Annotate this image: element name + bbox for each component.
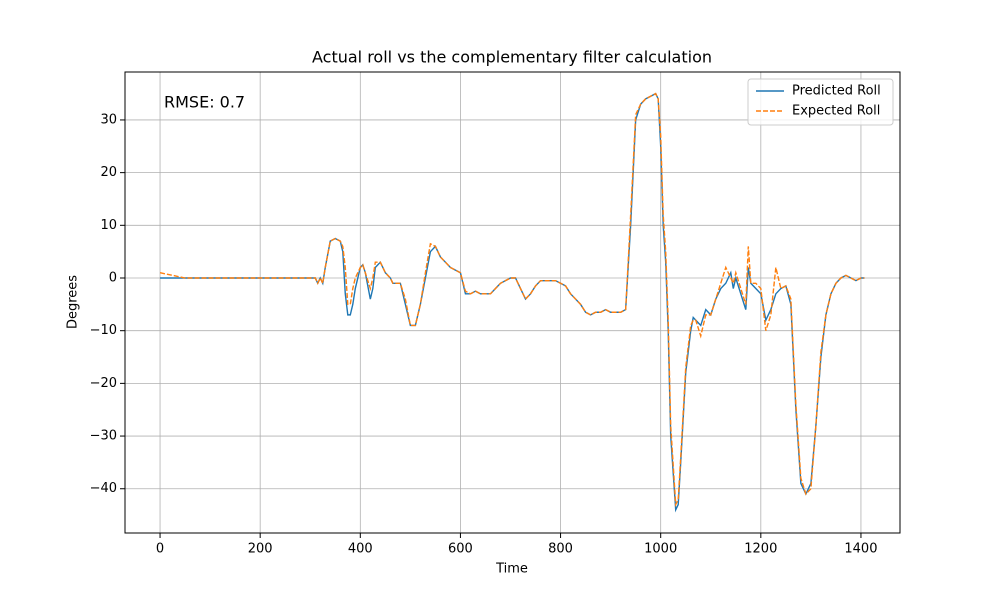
x-tick-label: 800 — [548, 542, 573, 557]
plot-frame — [124, 71, 901, 534]
y-tick-label: 10 — [100, 218, 117, 233]
y-tick-label: −30 — [90, 429, 117, 444]
x-tick-label: 400 — [348, 542, 373, 557]
y-tick-label: −10 — [90, 323, 117, 338]
x-tick-label: 1200 — [744, 542, 777, 557]
legend-label: Predicted Roll — [792, 84, 881, 99]
x-tick-label: 0 — [156, 542, 164, 557]
y-tick-label: −20 — [90, 376, 117, 391]
x-tick-label: 600 — [448, 542, 473, 557]
x-axis-label: Time — [495, 562, 528, 577]
y-axis-label: Degrees — [66, 275, 81, 329]
annotation: RMSE: 0.7 — [164, 93, 245, 112]
chart-title: Actual roll vs the complementary filter … — [312, 48, 712, 67]
legend-label: Expected Roll — [792, 104, 880, 119]
x-tick-label: 1400 — [844, 542, 877, 557]
y-tick-label: 20 — [100, 165, 117, 180]
y-tick-label: 30 — [100, 112, 117, 127]
y-tick-label: 0 — [109, 271, 117, 286]
legend-box — [747, 78, 894, 126]
data-line — [159, 92, 865, 508]
x-tick-label: 1000 — [644, 542, 677, 557]
y-tick-label: −40 — [90, 481, 117, 496]
x-tick-label: 200 — [248, 542, 273, 557]
